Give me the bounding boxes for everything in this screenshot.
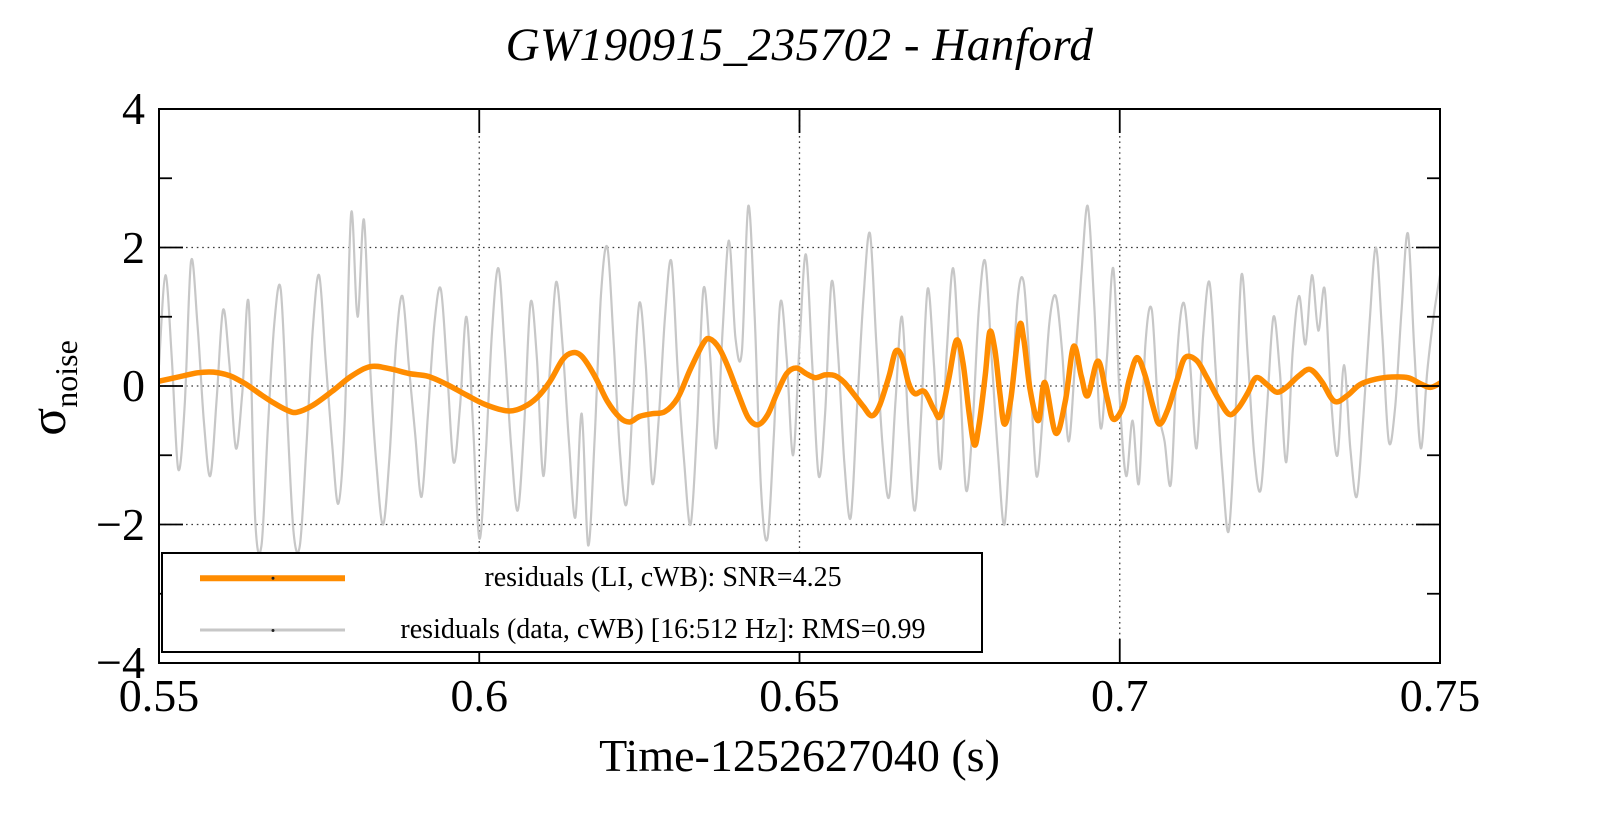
x-tick-label: 0.7	[1091, 670, 1149, 721]
x-tick-label: 0.6	[450, 670, 509, 721]
legend-entry-li-residuals: residuals (LI, cWB): SNR=4.25	[163, 554, 981, 602]
x-tick-label: 0.65	[759, 670, 840, 721]
series-line-li-residuals	[159, 320, 1440, 448]
legend-entry-data-residuals: residuals (data, cWB) [16:512 Hz]: RMS=0…	[163, 606, 981, 654]
chart-title: GW190915_235702 - Hanford	[505, 19, 1094, 71]
legend-point-marker	[271, 576, 274, 580]
y-axis-label-symbol: σ	[20, 407, 77, 436]
y-tick-label: −4	[96, 637, 145, 688]
legend-label: residuals (data, cWB) [16:512 Hz]: RMS=0…	[400, 614, 926, 645]
x-tick-label: 0.75	[1399, 670, 1481, 721]
y-axis-label-subscript: noise	[48, 340, 84, 408]
x-tick-label: 0.55	[118, 670, 200, 721]
legend-point-marker	[271, 628, 274, 632]
y-axis-label: σnoise	[19, 340, 85, 436]
legend-line-sample-orange	[200, 575, 345, 581]
y-tick-label: 2	[122, 221, 145, 273]
x-axis-label: Time-1252627040 (s)	[599, 730, 1000, 781]
legend-box: residuals (LI, cWB): SNR=4.25 residuals …	[161, 552, 983, 653]
legend-line-sample-gray	[200, 628, 345, 632]
y-tick-label: 0	[122, 360, 145, 411]
legend-label: residuals (LI, cWB): SNR=4.25	[484, 562, 842, 593]
y-tick-label: −2	[96, 498, 145, 550]
y-tick-label: 4	[122, 83, 145, 134]
